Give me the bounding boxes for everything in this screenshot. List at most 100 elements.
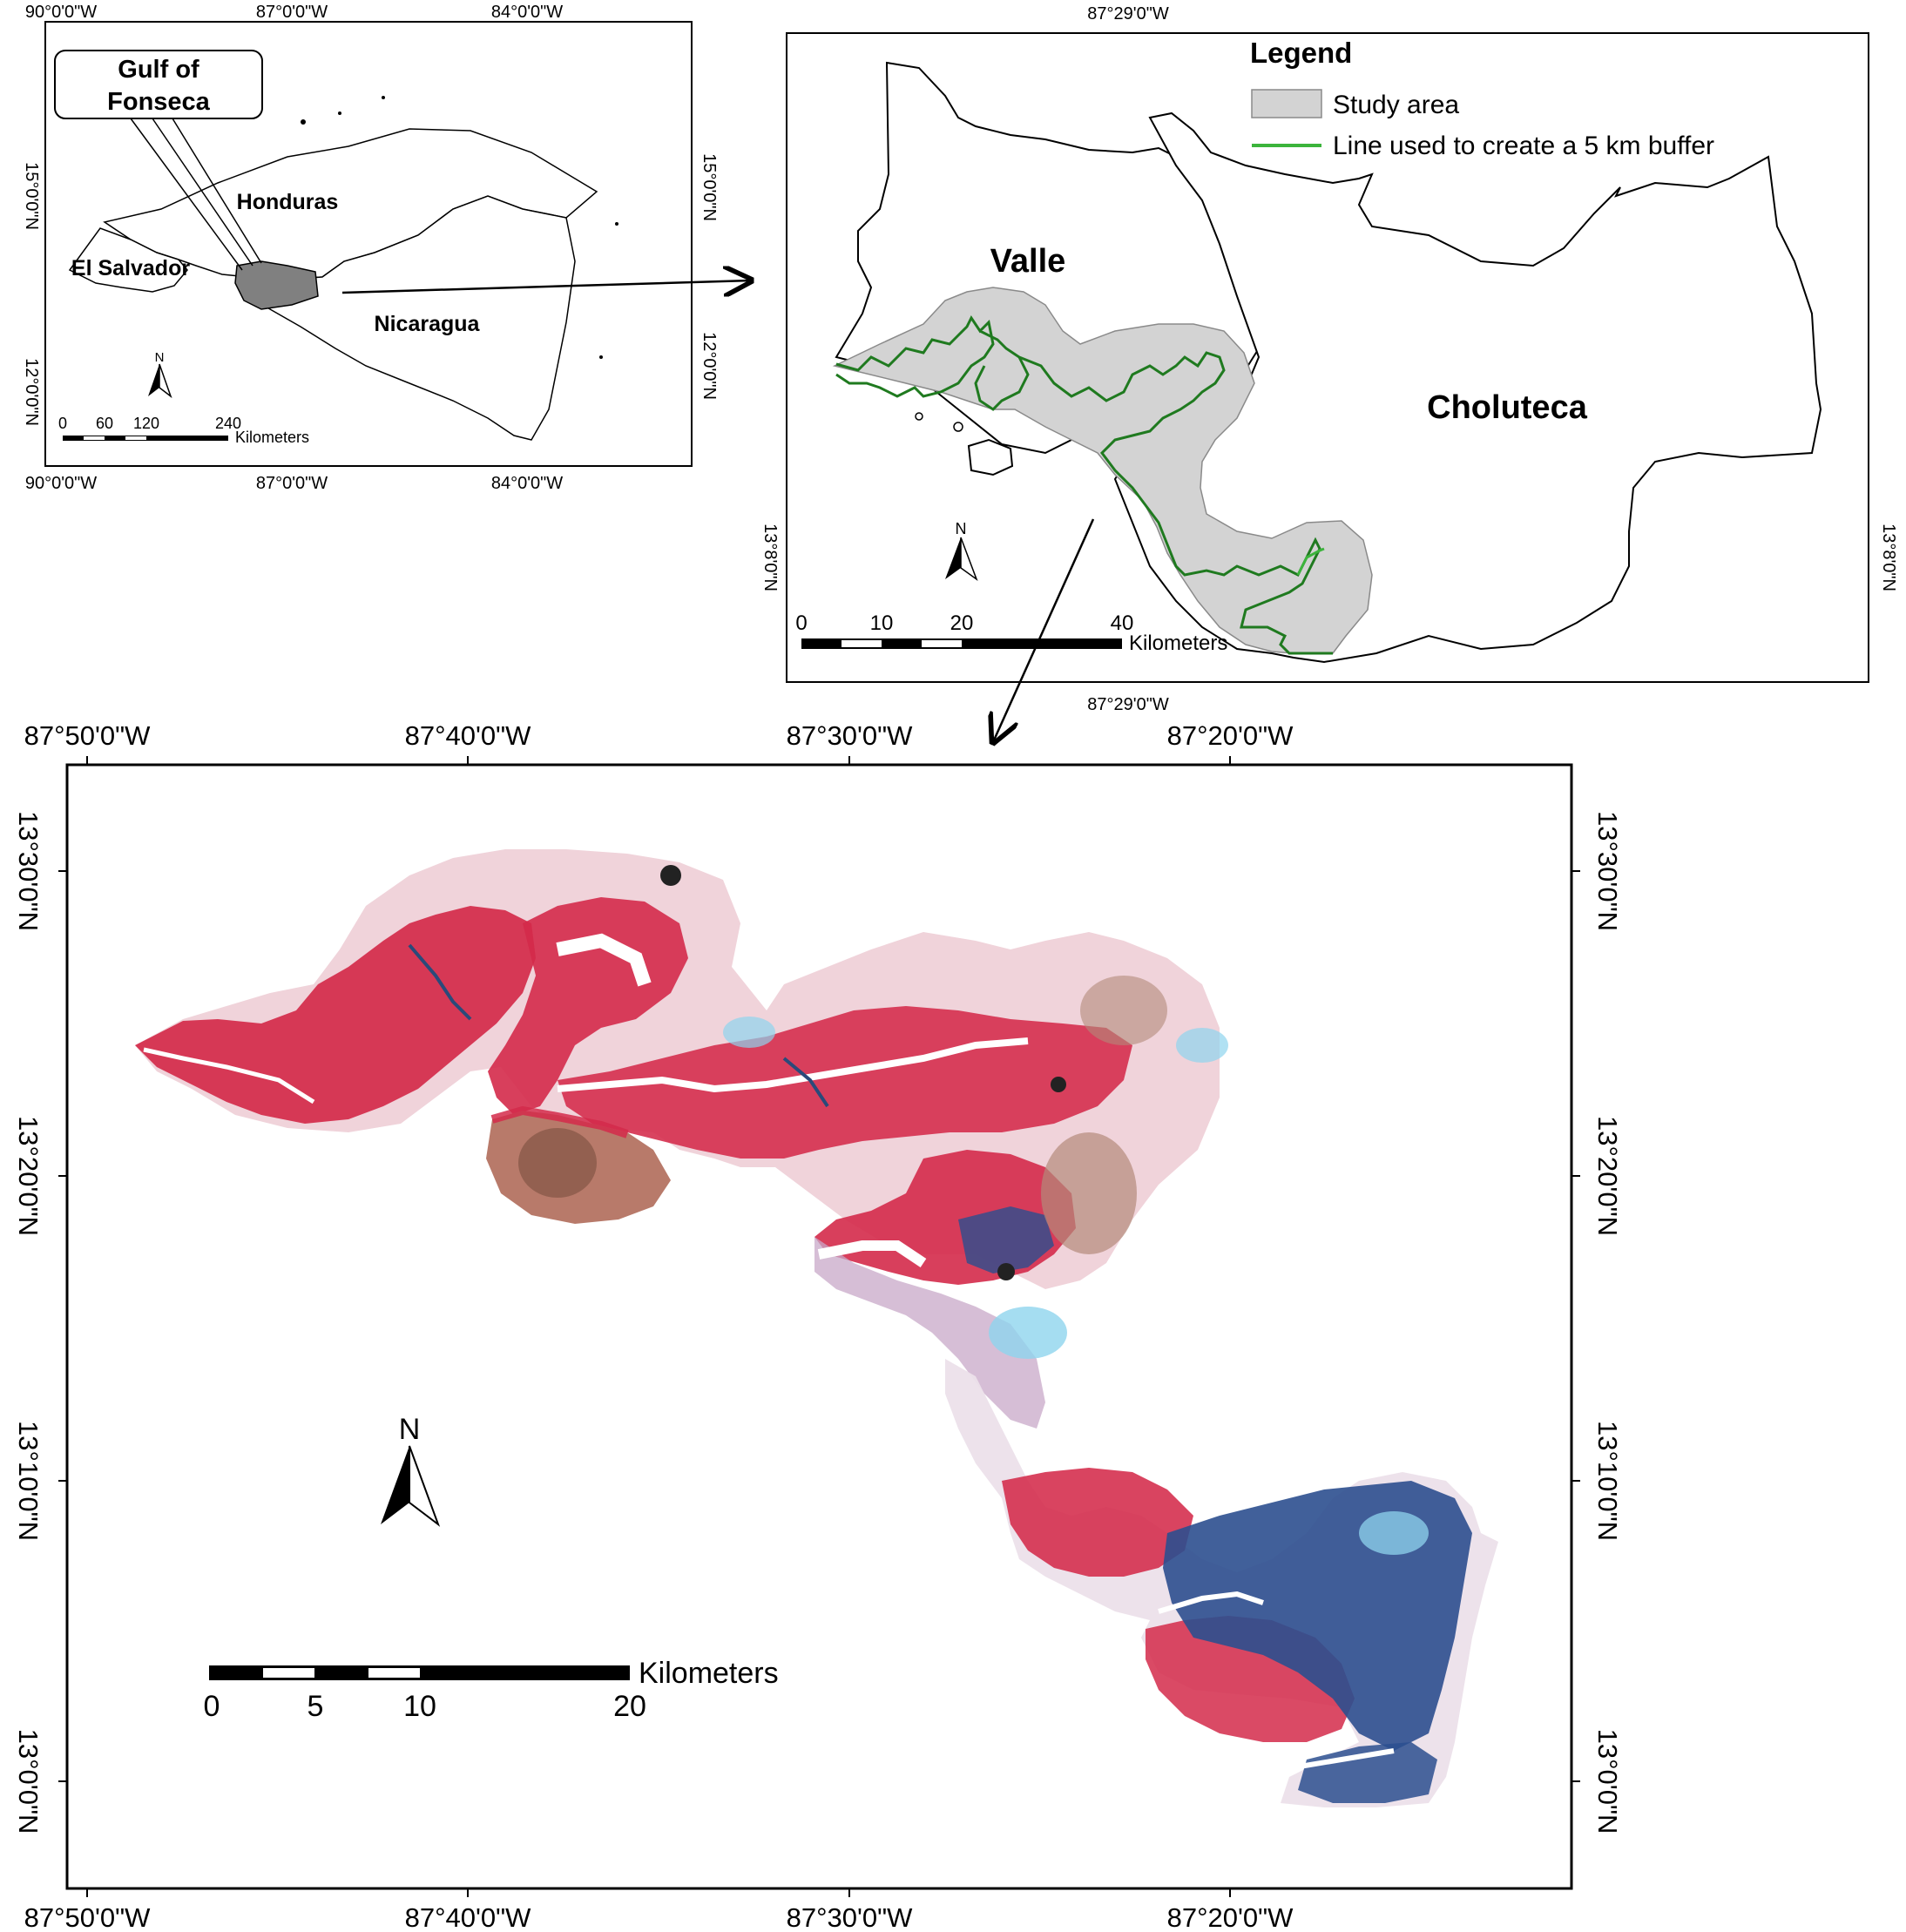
locator-top-tick: 84°0'0"W	[491, 3, 563, 22]
locator-right-tick: 15°0'0"N	[700, 153, 719, 221]
cyan-patch	[723, 1017, 775, 1048]
dark-inlet	[408, 943, 472, 1021]
locator-left-tick: 12°0'0"N	[22, 358, 41, 426]
main-scale-number: 5	[308, 1690, 324, 1723]
island	[599, 355, 603, 359]
locator-top-tick: 87°0'0"W	[256, 3, 328, 22]
context-top-tick: 87°29'0"W	[1087, 4, 1169, 24]
main-left-tick: 13°30'0"N	[13, 811, 44, 931]
main-bottom-tick: 87°40'0"W	[405, 1902, 532, 1932]
el-salvador-label: El Salvador	[71, 256, 190, 280]
gulf-callout-line1: Gulf of	[118, 56, 199, 84]
gulf-callout-box	[54, 50, 263, 119]
water-channel	[556, 933, 652, 987]
locator-scale-number: 60	[96, 415, 113, 432]
locator-north-letter: N	[155, 350, 165, 365]
locator-bottom-tick: 90°0'0"W	[25, 474, 97, 493]
cyan-patch	[1176, 1028, 1228, 1063]
context-bottom-tick: 87°29'0"W	[1087, 695, 1169, 714]
water-channel	[1158, 1591, 1264, 1614]
choluteca-outline	[1113, 111, 1822, 664]
dark-inlet	[782, 1057, 829, 1108]
main-scale-number: 0	[204, 1690, 220, 1723]
context-island	[953, 422, 963, 432]
brown-patch	[1041, 1132, 1137, 1254]
main-scale-number: 10	[403, 1690, 436, 1723]
study-area-polygon	[832, 287, 1373, 654]
locator-bottom-tick: 87°0'0"W	[256, 474, 328, 493]
main-left-tick: 13°20'0"N	[13, 1116, 44, 1236]
locator-scale-number: 120	[133, 415, 159, 432]
water-channel	[143, 1047, 315, 1104]
legend-study-area-label: Study area	[1333, 91, 1459, 119]
legend-study-area-swatch	[1251, 89, 1322, 118]
callout-pointer	[172, 118, 262, 264]
context-island	[967, 438, 1014, 476]
island	[338, 111, 341, 115]
gulf-callout-line2: Fonseca	[107, 88, 211, 116]
shrimp-ponds-south	[1298, 1742, 1437, 1803]
locator-scale-bar: 0 60 120 240 Kilometers	[58, 415, 309, 446]
context-north-letter: N	[956, 520, 967, 537]
el-salvador-outline	[68, 227, 188, 293]
main-north-arrow-icon	[381, 1446, 409, 1524]
volcano-peak	[518, 1128, 597, 1198]
main-frame	[65, 763, 1573, 1890]
legend-title: Legend	[1250, 37, 1352, 69]
callout-pointer	[130, 118, 243, 271]
context-scale-number: 0	[795, 611, 807, 635]
main-left-tick: 13°0'0"N	[13, 1729, 44, 1834]
context-north-arrow-icon	[945, 537, 961, 579]
locator-bottom-tick: 84°0'0"W	[491, 474, 563, 493]
arrow-to-main	[993, 518, 1095, 742]
main-scale-unit: Kilometers	[639, 1657, 779, 1690]
main-right-tick: 13°10'0"N	[1592, 1421, 1623, 1541]
main-scale-number: 20	[613, 1690, 646, 1723]
water-channel	[557, 1037, 1029, 1093]
buffer-line	[835, 315, 1333, 655]
main-top-tick: 87°20'0"W	[1167, 720, 1294, 751]
context-scale-number: 10	[870, 611, 894, 635]
satellite-image	[135, 849, 1498, 1807]
volcano-shore	[490, 1105, 629, 1138]
dark-spot	[660, 865, 681, 886]
brown-patch	[1080, 976, 1167, 1045]
cyan-patch	[989, 1307, 1067, 1359]
locator-left-tick: 15°0'0"N	[22, 162, 41, 230]
locator-scale-number: 0	[58, 415, 67, 432]
arrow-to-context	[341, 280, 751, 293]
dark-spot	[1051, 1077, 1066, 1092]
locator-map: 90°0'0"W 87°0'0"W 84°0'0"W 90°0'0"W 87°0…	[22, 3, 719, 493]
context-scale-bar: 0 10 20 40 Kilometers	[795, 611, 1227, 655]
context-scale-number: 20	[950, 611, 974, 635]
main-right-tick: 13°0'0"N	[1592, 1729, 1623, 1834]
shrimp-ponds-north	[958, 1206, 1054, 1273]
main-map: 87°50'0"W 87°40'0"W 87°30'0"W 87°20'0"W …	[13, 720, 1623, 1932]
context-scale-unit: Kilometers	[1129, 632, 1227, 655]
gulf-of-fonseca-area	[234, 260, 319, 310]
context-island	[915, 412, 923, 421]
water-channel	[817, 1240, 927, 1267]
context-map: 87°29'0"W 87°29'0"W 13°8'0"N 13°8'0"N Va…	[760, 4, 1898, 714]
locator-scale-unit: Kilometers	[235, 429, 309, 446]
island	[382, 96, 385, 99]
locator-north-arrow-icon	[159, 363, 172, 399]
context-scale-number: 40	[1111, 611, 1134, 635]
locator-north-arrow-icon	[148, 364, 159, 396]
honduras-label: Honduras	[237, 190, 339, 214]
cyan-patch	[1359, 1511, 1429, 1555]
main-scale-bar: 0 5 10 20 Kilometers	[204, 1657, 779, 1723]
buffer-line-tip	[1296, 547, 1325, 576]
valle-label: Valle	[990, 243, 1066, 280]
locator-top-tick: 90°0'0"W	[25, 3, 97, 22]
nicaragua-label: Nicaragua	[375, 312, 481, 336]
main-right-tick: 13°30'0"N	[1592, 811, 1623, 931]
main-north-arrow-icon	[409, 1445, 441, 1527]
main-north-letter: N	[399, 1413, 421, 1446]
main-left-tick: 13°10'0"N	[13, 1421, 44, 1541]
island	[301, 119, 306, 125]
choluteca-label: Choluteca	[1427, 389, 1588, 426]
main-right-tick: 13°20'0"N	[1592, 1116, 1623, 1236]
mangrove-south	[1002, 1468, 1193, 1577]
